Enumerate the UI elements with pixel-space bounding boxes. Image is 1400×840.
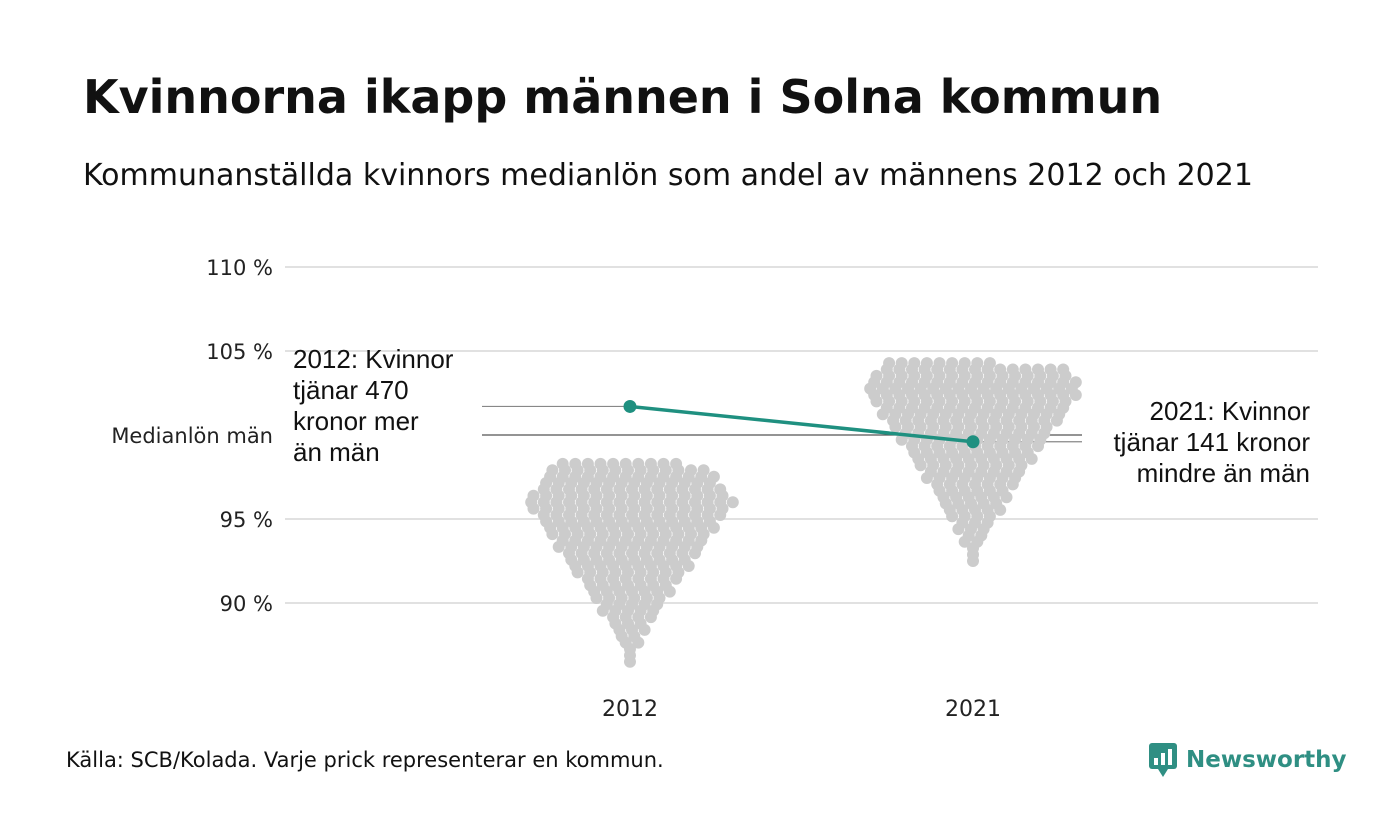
dot-2012-266 xyxy=(707,470,720,483)
dot-2012-279 xyxy=(697,464,710,477)
highlight-line xyxy=(629,404,974,444)
annotation-2021-line-1: tjänar 141 kronor xyxy=(1113,427,1310,457)
newsworthy-logo-icon xyxy=(1149,743,1177,777)
dot-2021-288 xyxy=(971,357,984,370)
x-axis-ticks: 2012 2021 xyxy=(602,697,1001,720)
dot-2021-275 xyxy=(994,363,1007,376)
highlight-series xyxy=(623,399,980,449)
dot-2012-284 xyxy=(607,457,620,470)
beeswarm-chart: 90 % 95 % Medianlön män 105 % 110 % 2012: Kv… xyxy=(111,256,1318,720)
chart-subtitle: Kommunanställda kvinnors medianlön som a… xyxy=(83,158,1253,193)
dot-2021-250 xyxy=(870,369,883,382)
x-tick-label-2012: 2012 xyxy=(602,697,658,720)
dot-2021-278 xyxy=(1032,363,1044,376)
annotation-2012-line-2: kronor mer xyxy=(293,406,419,436)
y-tick-label-2: Medianlön män xyxy=(111,424,273,448)
annotation-2021-line-0: 2021: Kvinnor xyxy=(1150,396,1311,426)
brand-name: Newsworthy xyxy=(1186,747,1347,773)
x-tick-label-2021: 2021 xyxy=(945,697,1001,720)
dot-2012-285 xyxy=(619,457,632,470)
y-axis-ticks: 90 % 95 % Medianlön män 105 % 110 % xyxy=(111,256,273,616)
chart-title: Kvinnorna ikapp männen i Solna kommun xyxy=(83,70,1163,124)
gridlines xyxy=(285,266,1318,604)
dot-2012-287 xyxy=(644,457,657,470)
highlight-point-2012 xyxy=(623,399,637,413)
y-tick-label-1: 95 % xyxy=(220,508,273,532)
dot-2012-288 xyxy=(657,457,670,470)
dot-2021-285 xyxy=(933,357,946,370)
dot-2012-267 xyxy=(546,464,559,477)
dot-2021-282 xyxy=(895,357,908,370)
dot-2012-280 xyxy=(556,457,569,470)
dot-2021-277 xyxy=(1019,363,1032,376)
y-tick-label-4: 110 % xyxy=(206,256,273,280)
dot-2021-284 xyxy=(920,357,933,370)
brand-logo: Newsworthy xyxy=(1148,742,1347,778)
dot-swarm xyxy=(525,357,1082,668)
annotation-2012-line-1: tjänar 470 xyxy=(293,375,409,405)
dot-2012-278 xyxy=(685,464,697,477)
y-tick-label-0: 90 % xyxy=(220,592,273,616)
dot-2012-283 xyxy=(594,457,607,470)
y-tick-label-3: 105 % xyxy=(206,340,273,364)
dot-2021-249 xyxy=(1069,376,1082,389)
dot-2012-282 xyxy=(581,457,594,470)
dot-2021-289 xyxy=(983,357,996,370)
dot-2012-207 xyxy=(726,496,739,509)
dot-2021-276 xyxy=(1006,363,1019,376)
annotation-2012-line-0: 2012: Kvinnor xyxy=(293,344,454,374)
dot-2012-238 xyxy=(714,483,727,496)
dot-2021-287 xyxy=(958,357,971,370)
dot-2012-289 xyxy=(670,457,683,470)
dot-2021-283 xyxy=(908,357,921,370)
dot-2021-280 xyxy=(1057,363,1070,376)
dot-2012-286 xyxy=(632,457,645,470)
highlight-point-2021 xyxy=(966,435,980,449)
dot-2012-281 xyxy=(569,457,582,470)
annotation-2021-line-2: mindre än män xyxy=(1137,458,1310,488)
annotation-2012-line-3: än män xyxy=(293,437,380,467)
dot-2021-286 xyxy=(946,357,959,370)
dot-2012-208 xyxy=(527,489,540,502)
dot-2021-281 xyxy=(883,357,896,370)
source-note: Källa: SCB/Kolada. Varje prick represent… xyxy=(66,748,664,772)
dot-2021-279 xyxy=(1044,363,1057,376)
